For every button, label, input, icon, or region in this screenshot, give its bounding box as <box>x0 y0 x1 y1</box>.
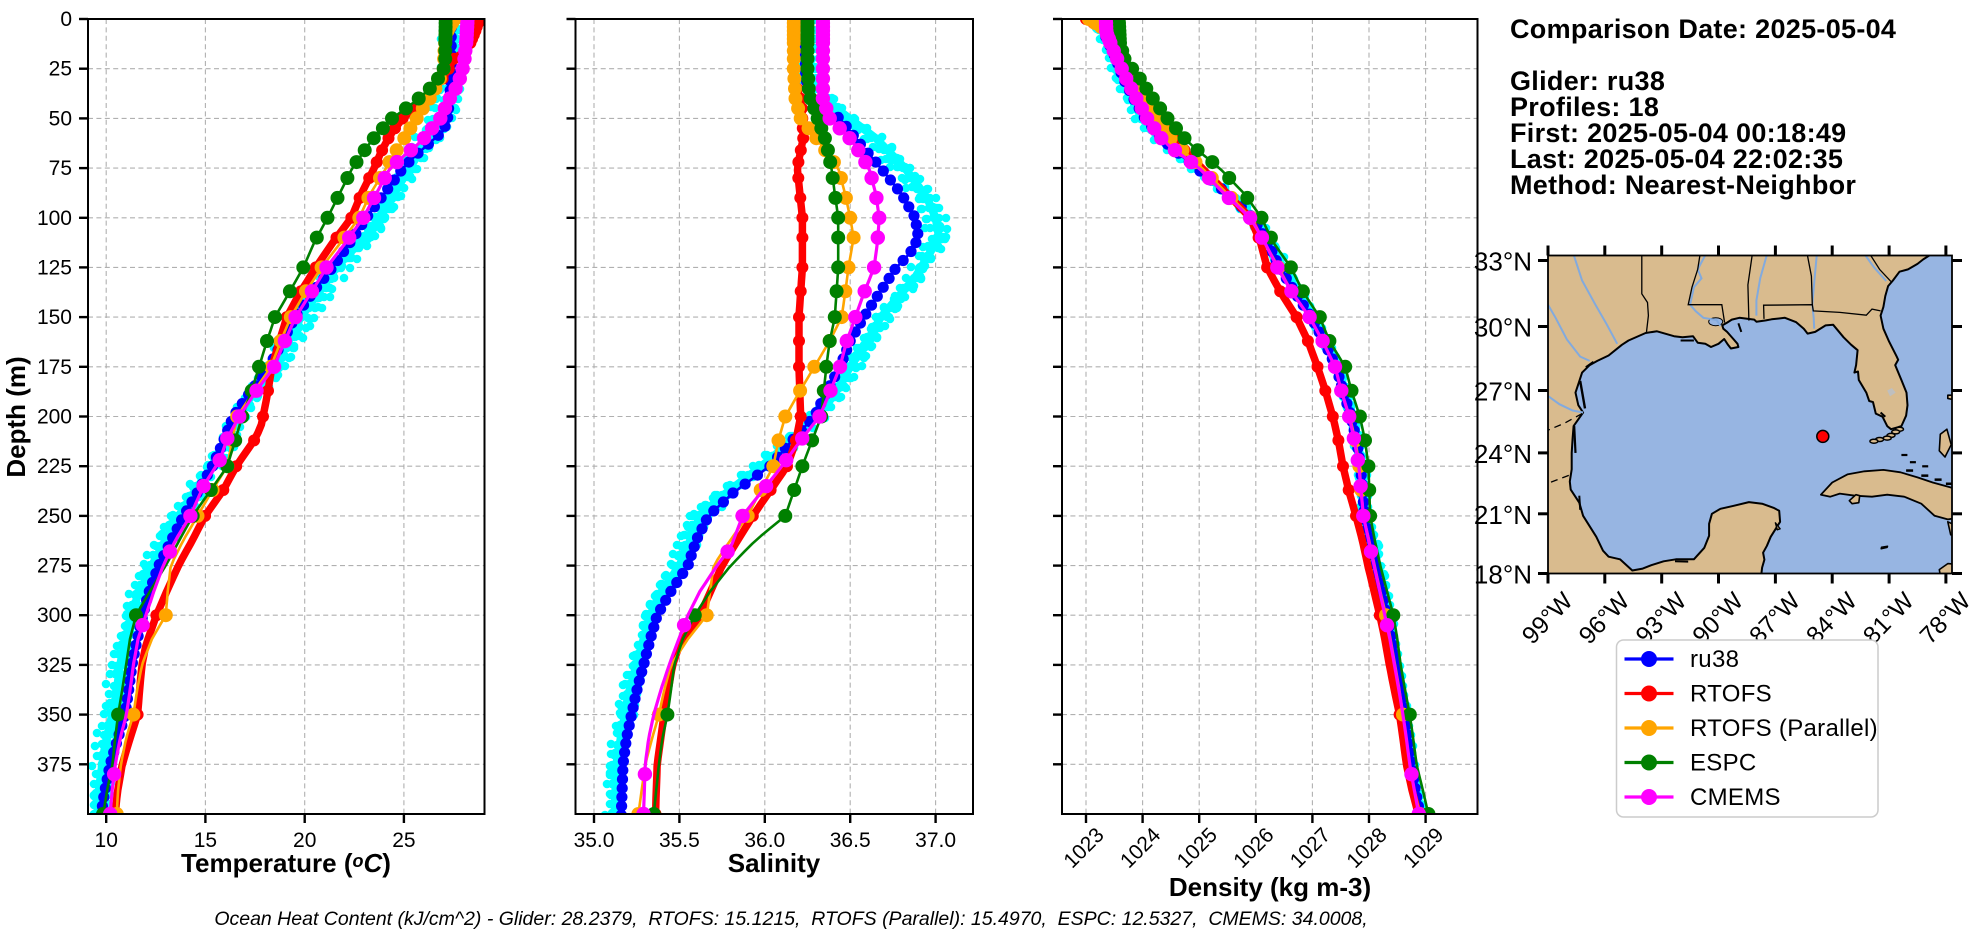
svg-text:Density (kg m-3): Density (kg m-3) <box>1169 872 1371 902</box>
svg-text:300: 300 <box>37 604 72 627</box>
svg-text:First: 2025-05-04 00:18:49: First: 2025-05-04 00:18:49 <box>1510 118 1847 148</box>
svg-text:33°N: 33°N <box>1474 247 1532 277</box>
svg-text:35.0: 35.0 <box>574 829 615 852</box>
svg-text:37.0: 37.0 <box>915 829 956 852</box>
svg-text:21°N: 21°N <box>1474 500 1532 530</box>
svg-text:CMEMS: CMEMS <box>1690 784 1781 811</box>
svg-text:ESPC: ESPC <box>1690 750 1757 777</box>
svg-text:0: 0 <box>60 8 72 31</box>
svg-text:24°N: 24°N <box>1474 439 1532 469</box>
svg-text:30°N: 30°N <box>1474 313 1532 343</box>
svg-text:275: 275 <box>37 555 72 578</box>
svg-text:25: 25 <box>49 58 72 81</box>
svg-text:75: 75 <box>49 157 72 180</box>
svg-text:150: 150 <box>37 306 72 329</box>
svg-text:Depth (m): Depth (m) <box>1 356 31 477</box>
svg-text:225: 225 <box>37 455 72 478</box>
svg-text:27°N: 27°N <box>1474 377 1532 407</box>
svg-text:RTOFS (Parallel): RTOFS (Parallel) <box>1690 715 1878 742</box>
svg-text:10: 10 <box>95 829 118 852</box>
svg-text:50: 50 <box>49 107 72 130</box>
svg-text:100: 100 <box>37 207 72 230</box>
svg-text:RTOFS: RTOFS <box>1690 681 1772 708</box>
svg-text:25: 25 <box>392 829 415 852</box>
svg-text:350: 350 <box>37 704 72 727</box>
svg-text:36.5: 36.5 <box>830 829 871 852</box>
svg-text:36.0: 36.0 <box>744 829 785 852</box>
svg-text:375: 375 <box>37 753 72 776</box>
svg-text:175: 175 <box>37 356 72 379</box>
svg-text:200: 200 <box>37 406 72 429</box>
svg-text:Glider: ru38: Glider: ru38 <box>1510 66 1665 96</box>
svg-text:18°N: 18°N <box>1474 560 1532 590</box>
svg-text:Ocean Heat Content (kJ/cm^2) -: Ocean Heat Content (kJ/cm^2) - Glider: 2… <box>214 908 1367 930</box>
svg-text:Comparison Date: 2025-05-04: Comparison Date: 2025-05-04 <box>1510 14 1896 44</box>
svg-text:250: 250 <box>37 505 72 528</box>
svg-text:Method: Nearest-Neighbor: Method: Nearest-Neighbor <box>1510 170 1856 200</box>
svg-text:15: 15 <box>194 829 217 852</box>
svg-text:Salinity: Salinity <box>728 848 821 878</box>
svg-text:125: 125 <box>37 256 72 279</box>
svg-text:Profiles: 18: Profiles: 18 <box>1510 92 1659 122</box>
svg-text:Last: 2025-05-04 22:02:35: Last: 2025-05-04 22:02:35 <box>1510 144 1843 174</box>
svg-text:35.5: 35.5 <box>659 829 700 852</box>
svg-text:20: 20 <box>293 829 316 852</box>
svg-text:325: 325 <box>37 654 72 677</box>
svg-text:ru38: ru38 <box>1690 646 1739 673</box>
